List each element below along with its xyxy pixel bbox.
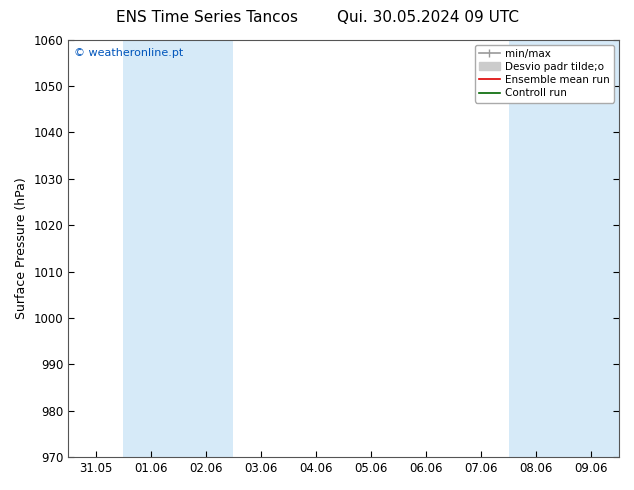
Text: © weatheronline.pt: © weatheronline.pt [74,48,183,58]
Bar [123,40,233,457]
Bar [509,40,619,457]
Text: ENS Time Series Tancos        Qui. 30.05.2024 09 UTC: ENS Time Series Tancos Qui. 30.05.2024 0… [115,10,519,25]
Legend: min/max, Desvio padr tilde;o, Ensemble mean run, Controll run: min/max, Desvio padr tilde;o, Ensemble m… [475,45,614,102]
Y-axis label: Surface Pressure (hPa): Surface Pressure (hPa) [15,177,28,319]
